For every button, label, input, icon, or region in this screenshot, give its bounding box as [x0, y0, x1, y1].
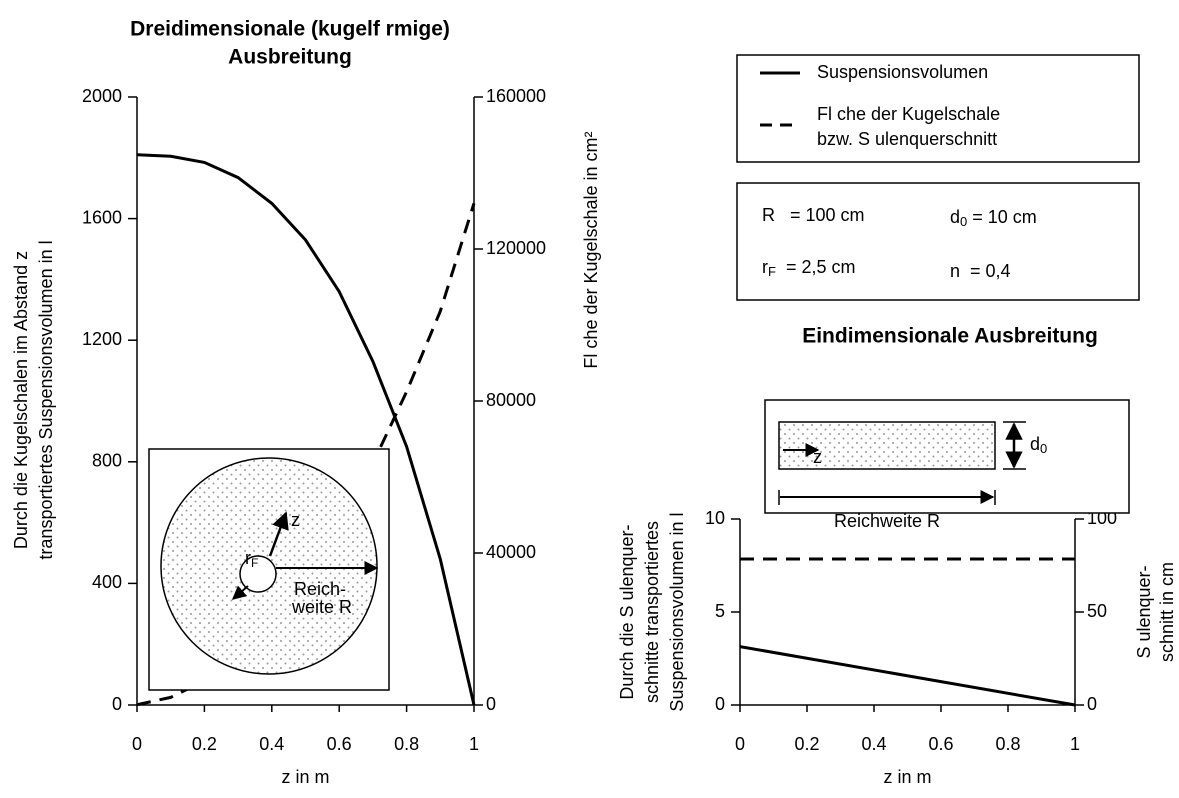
- x-tick-label: 0.8: [995, 734, 1020, 754]
- y-tick-label: 1600: [82, 207, 122, 227]
- y2-tick-label: 160000: [486, 86, 546, 106]
- x-tick-label: 0: [132, 734, 142, 754]
- y-tick-label: 0: [715, 694, 725, 714]
- data-line: [136, 153, 476, 706]
- x-tick-label: 0.8: [394, 734, 419, 754]
- x-tick-label: 0.2: [192, 734, 217, 754]
- params-box: [736, 182, 1140, 301]
- y-axis-label: Suspensionsvolumen in l: [667, 512, 687, 711]
- param: rF = 2,5 cm: [762, 257, 856, 280]
- inset-label: z: [813, 447, 822, 467]
- sphere-inset: z rF Reich- weite R: [148, 448, 390, 691]
- inset-label: Reichweite R: [834, 511, 940, 531]
- column-inset: z d0 Reichweite R: [764, 399, 1130, 531]
- y-tick-label: 1200: [82, 329, 122, 349]
- inset-label: d0: [1030, 434, 1047, 457]
- y2-axis-label: S ulenquer-: [1134, 565, 1154, 658]
- x-axis-label: z in m: [883, 767, 931, 787]
- y2-tick-label: 0: [486, 694, 496, 714]
- y-axis-label: transportiertes Suspensionsvolumen in l: [36, 240, 56, 559]
- plots: Dreidimensionale (kugelf rmige) Ausbreitu…: [11, 18, 1177, 787]
- param: R = 100 cm: [762, 205, 865, 225]
- x-tick-label: 1: [1070, 734, 1080, 754]
- y2-tick-label: 120000: [486, 238, 546, 258]
- x-tick-label: 0.4: [861, 734, 886, 754]
- y2-axis-label: Fl che der Kugelschale in cm²: [581, 131, 601, 368]
- chart-title: Ausbreitung: [228, 46, 352, 69]
- x-tick-label: 0.6: [327, 734, 352, 754]
- inset-label: weite R: [291, 597, 352, 617]
- y-axis-label: schnitte transportiertes: [642, 521, 662, 703]
- y2-axis-label: schnitt in cm: [1157, 562, 1177, 662]
- x-tick-label: 0: [735, 734, 745, 754]
- x-axis-label: z in m: [281, 767, 329, 787]
- y2-tick-label: 40000: [486, 542, 536, 562]
- y-tick-label: 5: [715, 601, 725, 621]
- y2-tick-label: 50: [1087, 601, 1107, 621]
- legend-label: Fl che der Kugelschale: [817, 104, 1000, 124]
- x-tick-label: 0.4: [259, 734, 284, 754]
- y-axis-label: Durch die S ulenquer-: [617, 524, 637, 699]
- param: n = 0,4: [950, 261, 1011, 281]
- inset-label: rF: [245, 548, 258, 570]
- param: d0 = 10 cm: [950, 207, 1037, 230]
- x-tick-label: 1: [469, 734, 479, 754]
- y-tick-label: 10: [705, 508, 725, 528]
- inset-label: Reich-: [294, 579, 346, 599]
- y-tick-label: 800: [92, 451, 122, 471]
- legend-box: [736, 54, 1140, 163]
- y-tick-label: 2000: [82, 86, 122, 106]
- inset-label: z: [291, 510, 300, 530]
- x-tick-label: 0.6: [928, 734, 953, 754]
- chart-title: Dreidimensionale (kugelf rmige): [130, 18, 450, 41]
- y2-tick-label: 80000: [486, 390, 536, 410]
- y-tick-label: 0: [112, 694, 122, 714]
- y-tick-label: 400: [92, 572, 122, 592]
- y-axis-label: Durch die Kugelschalen im Abstand z: [11, 251, 31, 549]
- legend-label: Suspensionsvolumen: [817, 62, 988, 82]
- y2-tick-label: 0: [1087, 694, 1097, 714]
- legend-label: bzw. S ulenquerschnitt: [817, 129, 997, 149]
- data-line: [739, 645, 1076, 707]
- x-tick-label: 0.2: [794, 734, 819, 754]
- chart-title: Eindimensionale Ausbreitung: [802, 325, 1098, 348]
